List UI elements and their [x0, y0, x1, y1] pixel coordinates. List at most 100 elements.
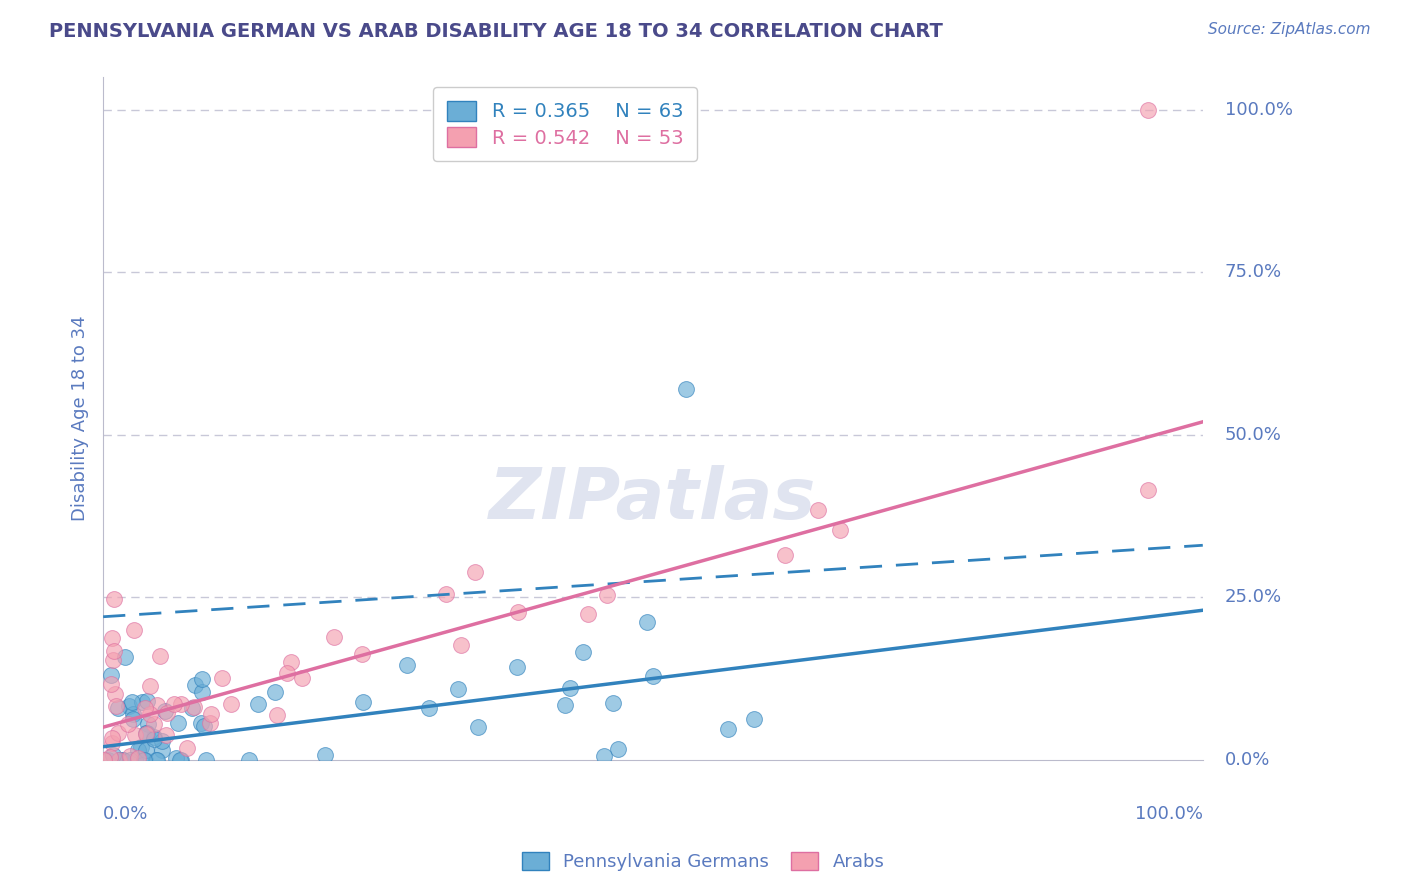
Point: [193, 719, 215, 733]
Point: [176, 741, 198, 756]
Point: [219, 698, 242, 712]
Point: [98, 750, 121, 764]
Point: [636, 615, 658, 629]
Point: [135, 726, 157, 740]
Point: [576, 607, 599, 621]
Point: [352, 695, 374, 709]
Point: [127, 751, 149, 765]
Point: [602, 696, 624, 710]
Text: Source: ZipAtlas.com: Source: ZipAtlas.com: [1208, 22, 1371, 37]
Point: [108, 753, 131, 767]
Point: [350, 647, 373, 661]
Text: 75.0%: 75.0%: [1225, 263, 1282, 281]
Point: [153, 704, 176, 718]
Point: [828, 523, 851, 537]
Point: [717, 722, 740, 736]
Text: PENNSYLVANIA GERMAN VS ARAB DISABILITY AGE 18 TO 34 CORRELATION CHART: PENNSYLVANIA GERMAN VS ARAB DISABILITY A…: [49, 22, 943, 41]
Point: [554, 698, 576, 713]
Point: [112, 753, 135, 767]
Point: [450, 638, 472, 652]
Point: [142, 730, 165, 744]
Point: [107, 753, 129, 767]
Point: [596, 588, 619, 602]
Legend: R = 0.365    N = 63, R = 0.542    N = 53: R = 0.365 N = 63, R = 0.542 N = 53: [433, 87, 697, 161]
Point: [146, 698, 169, 713]
Point: [606, 742, 628, 756]
Point: [163, 697, 186, 711]
Point: [165, 751, 187, 765]
Text: 0.0%: 0.0%: [1225, 751, 1270, 769]
Point: [396, 658, 419, 673]
Point: [136, 716, 159, 731]
Point: [124, 753, 146, 767]
Text: 100.0%: 100.0%: [1135, 805, 1202, 823]
Point: [135, 694, 157, 708]
Point: [156, 706, 179, 721]
Point: [124, 623, 146, 637]
Point: [184, 678, 207, 692]
Y-axis label: Disability Age 18 to 34: Disability Age 18 to 34: [72, 316, 89, 522]
Text: ZIPatlas: ZIPatlas: [489, 466, 817, 534]
Point: [1136, 483, 1159, 498]
Point: [191, 685, 214, 699]
Point: [100, 677, 122, 691]
Point: [169, 753, 191, 767]
Point: [131, 694, 153, 708]
Point: [143, 717, 166, 731]
Point: [134, 701, 156, 715]
Text: 25.0%: 25.0%: [1225, 588, 1282, 607]
Point: [170, 697, 193, 711]
Point: [118, 748, 141, 763]
Point: [434, 587, 457, 601]
Text: 100.0%: 100.0%: [1225, 101, 1292, 119]
Point: [247, 697, 270, 711]
Point: [190, 715, 212, 730]
Point: [101, 631, 124, 645]
Point: [675, 382, 697, 396]
Point: [127, 743, 149, 757]
Point: [322, 630, 344, 644]
Point: [506, 606, 529, 620]
Point: [135, 743, 157, 757]
Point: [198, 716, 221, 731]
Point: [114, 649, 136, 664]
Point: [150, 743, 173, 757]
Point: [155, 728, 177, 742]
Point: [593, 749, 616, 764]
Point: [266, 708, 288, 723]
Point: [150, 734, 173, 748]
Point: [134, 753, 156, 767]
Point: [571, 645, 593, 659]
Point: [101, 747, 124, 762]
Point: [135, 727, 157, 741]
Point: [447, 682, 470, 697]
Point: [138, 706, 160, 721]
Text: 0.0%: 0.0%: [103, 805, 149, 823]
Point: [104, 687, 127, 701]
Point: [145, 753, 167, 767]
Point: [118, 753, 141, 767]
Text: 50.0%: 50.0%: [1225, 425, 1282, 444]
Point: [121, 713, 143, 727]
Point: [314, 747, 336, 762]
Point: [122, 706, 145, 721]
Point: [107, 701, 129, 715]
Point: [183, 699, 205, 714]
Legend: Pennsylvania Germans, Arabs: Pennsylvania Germans, Arabs: [515, 845, 891, 879]
Point: [643, 669, 665, 683]
Point: [121, 695, 143, 709]
Point: [200, 706, 222, 721]
Point: [101, 736, 124, 750]
Point: [505, 659, 527, 673]
Point: [97, 753, 120, 767]
Point: [773, 548, 796, 562]
Point: [131, 739, 153, 754]
Point: [117, 717, 139, 731]
Point: [135, 726, 157, 740]
Point: [101, 652, 124, 666]
Point: [105, 698, 128, 713]
Point: [124, 728, 146, 742]
Point: [807, 502, 830, 516]
Point: [264, 684, 287, 698]
Point: [100, 668, 122, 682]
